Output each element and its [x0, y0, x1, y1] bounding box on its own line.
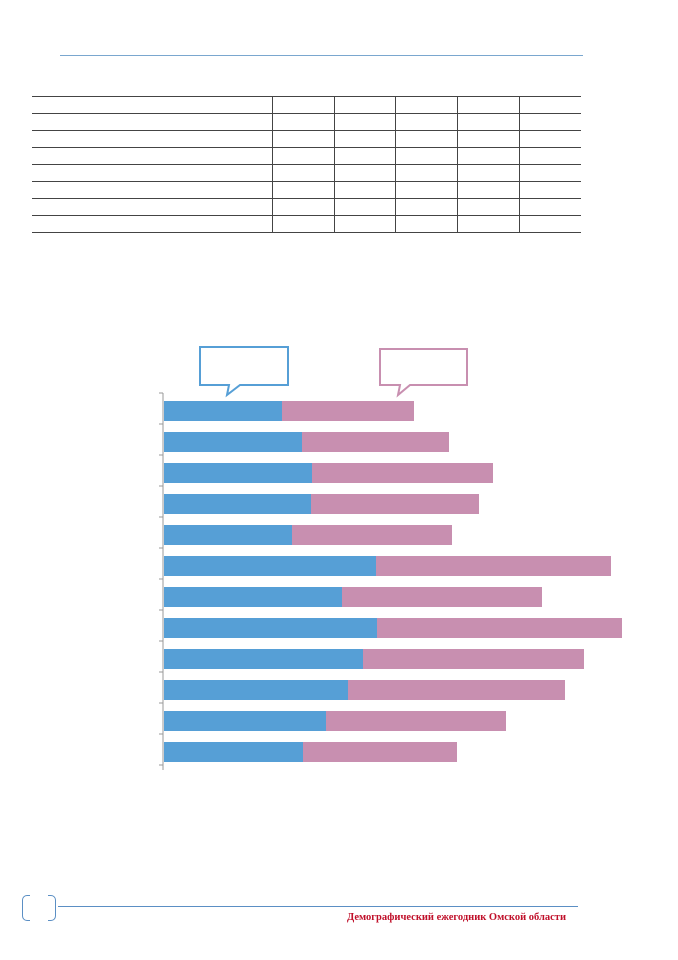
bar-series-1-row-4	[164, 494, 311, 514]
bar-series-2-row-9	[363, 649, 584, 669]
bar-series-1-row-12	[164, 742, 303, 762]
table-cell	[32, 96, 273, 114]
table-cell	[32, 164, 273, 182]
table-cell	[272, 215, 335, 233]
table-cell	[32, 147, 273, 165]
table-cell	[395, 147, 458, 165]
table-cell	[395, 164, 458, 182]
page-number	[30, 893, 48, 923]
table-cell	[333, 198, 396, 216]
table-cell	[272, 181, 335, 199]
legend-callout-series-2	[379, 348, 468, 398]
table-row	[32, 215, 581, 233]
bar-series-2-row-8	[377, 618, 622, 638]
table-cell	[395, 215, 458, 233]
table-cell	[395, 113, 458, 131]
table-cell	[333, 130, 396, 148]
bar-series-2-row-7	[342, 587, 542, 607]
table-cell	[518, 130, 581, 148]
table-cell	[272, 147, 335, 165]
table-cell	[272, 113, 335, 131]
bar-series-2-row-6	[376, 556, 611, 576]
table-cell	[518, 215, 581, 233]
footer-title: Демографический ежегодник Омской области	[347, 912, 566, 923]
table-cell	[395, 181, 458, 199]
table-header-row	[32, 96, 581, 114]
bar-series-1-row-11	[164, 711, 326, 731]
table-cell	[457, 96, 520, 114]
header-rule	[60, 55, 583, 56]
table-cell	[457, 181, 520, 199]
table-cell	[395, 198, 458, 216]
table-row	[32, 130, 581, 148]
legend-callout-series-1	[199, 346, 289, 398]
table-row	[32, 198, 581, 216]
table-cell	[272, 164, 335, 182]
bar-series-1-row-3	[164, 463, 312, 483]
table-row	[32, 113, 581, 131]
table-row	[32, 181, 581, 199]
bar-series-2-row-3	[312, 463, 493, 483]
table-cell	[457, 113, 520, 131]
table-cell	[333, 113, 396, 131]
table-cell	[32, 130, 273, 148]
table-cell	[457, 215, 520, 233]
data-table	[32, 96, 581, 233]
bar-series-2-row-5	[292, 525, 452, 545]
bar-series-1-row-7	[164, 587, 342, 607]
table-cell	[32, 113, 273, 131]
table-cell	[272, 96, 335, 114]
table-cell	[333, 96, 396, 114]
table-cell	[518, 113, 581, 131]
bar-series-1-row-8	[164, 618, 377, 638]
table-cell	[333, 147, 396, 165]
bar-series-2-row-11	[326, 711, 506, 731]
table-cell	[518, 181, 581, 199]
table-row	[32, 164, 581, 182]
table-cell	[272, 130, 335, 148]
stacked-bar-chart	[159, 346, 622, 770]
bar-series-1-row-2	[164, 432, 302, 452]
table-cell	[333, 164, 396, 182]
bar-series-2-row-4	[311, 494, 479, 514]
bar-series-2-row-1	[282, 401, 414, 421]
table-cell	[457, 147, 520, 165]
table-cell	[518, 164, 581, 182]
table-cell	[457, 164, 520, 182]
table-cell	[333, 215, 396, 233]
table-cell	[32, 215, 273, 233]
bar-series-2-row-10	[348, 680, 565, 700]
bar-series-1-row-5	[164, 525, 292, 545]
table-cell	[333, 181, 396, 199]
table-cell	[395, 130, 458, 148]
table-cell	[395, 96, 458, 114]
footer-rule	[58, 906, 578, 907]
table-cell	[32, 181, 273, 199]
table-cell	[457, 198, 520, 216]
table-cell	[272, 198, 335, 216]
table-cell	[32, 198, 273, 216]
table-cell	[457, 130, 520, 148]
table-row	[32, 147, 581, 165]
bar-series-1-row-9	[164, 649, 363, 669]
bar-series-1-row-6	[164, 556, 376, 576]
table-cell	[518, 198, 581, 216]
bar-series-2-row-12	[303, 742, 457, 762]
bar-series-1-row-10	[164, 680, 348, 700]
bar-series-2-row-2	[302, 432, 449, 452]
bar-series-1-row-1	[164, 401, 282, 421]
table-cell	[518, 147, 581, 165]
table-cell	[518, 96, 581, 114]
